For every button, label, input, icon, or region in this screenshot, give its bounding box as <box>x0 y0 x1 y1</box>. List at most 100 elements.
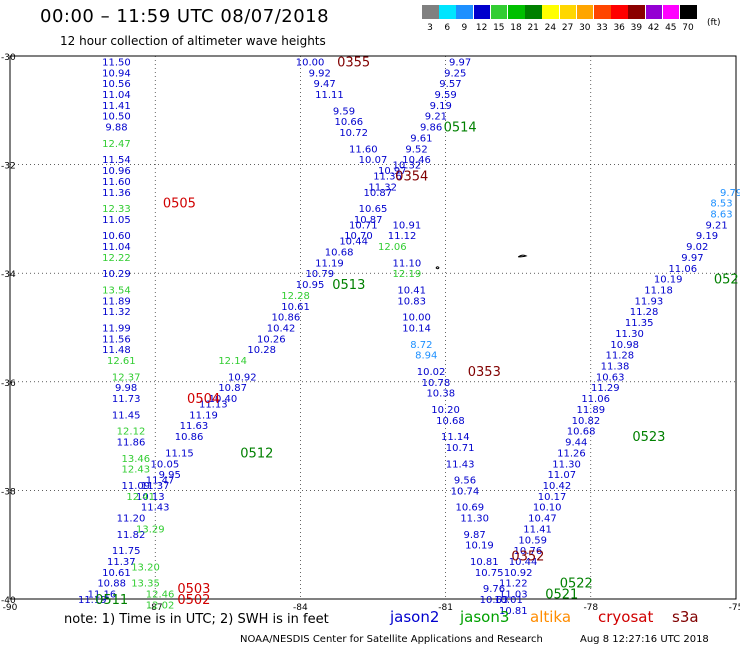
data-point-label: 9.86 <box>420 123 442 134</box>
legend-swatch <box>680 5 697 19</box>
pass-time-label: 0505 <box>163 197 196 212</box>
data-point-label: 12.41 <box>126 492 155 503</box>
data-point-label: 12.61 <box>107 356 136 367</box>
data-point-label: 12.46 <box>146 590 175 601</box>
data-point-label: 10.81 <box>499 606 528 617</box>
data-point-label: 9.52 <box>405 144 427 155</box>
legend-swatch <box>628 5 645 19</box>
x-tick-label: -84 <box>293 603 308 613</box>
x-tick-label: -75 <box>729 603 740 613</box>
data-point-label: 11.32 <box>368 182 397 193</box>
data-point-label: 9.87 <box>464 530 486 541</box>
data-point-label: 9.19 <box>696 231 718 242</box>
data-point-label: 11.19 <box>315 258 344 269</box>
data-point-label: 10.50 <box>102 112 131 123</box>
legend-swatch <box>559 5 577 19</box>
data-point-label: 11.10 <box>393 258 422 269</box>
data-point-label: 9.92 <box>309 68 331 79</box>
y-tick-label: -36 <box>1 379 16 389</box>
data-point-label: 11.36 <box>373 171 402 182</box>
legend-swatch <box>508 5 525 19</box>
data-point-label: 11.36 <box>102 188 131 199</box>
pass-time-label: 052 <box>714 273 739 288</box>
data-point-label: 10.95 <box>296 280 325 291</box>
data-point-label: 11.30 <box>615 329 644 340</box>
pass-time-label: 0353 <box>468 365 501 380</box>
data-point-label: 11.89 <box>102 296 131 307</box>
data-point-label: 10.70 <box>344 231 373 242</box>
data-point-label: 10.68 <box>567 427 596 438</box>
data-point-label: 10.07 <box>359 155 388 166</box>
legend-label: 18 <box>510 23 522 33</box>
data-point-label: 11.50 <box>102 57 131 68</box>
data-point-label: 9.79 <box>720 188 740 199</box>
data-point-label: 11.75 <box>112 546 141 557</box>
data-point-label: 10.01 <box>494 595 523 606</box>
data-point-label: 13.35 <box>131 579 160 590</box>
data-point-label: 10.83 <box>397 296 426 307</box>
island-shape <box>435 266 440 270</box>
pass-time-label: 0512 <box>240 446 273 461</box>
data-point-label: 10.71 <box>349 220 378 231</box>
legend-label: 6 <box>444 23 451 33</box>
data-point-label: 10.56 <box>102 79 131 90</box>
footer-note: note: 1) Time is in UTC; 2) SWH is in fe… <box>64 612 329 627</box>
legend-label: 42 <box>647 23 660 33</box>
data-point-label: 11.43 <box>141 503 170 514</box>
legend-swatch <box>662 5 680 19</box>
pass-time-label: 0504 <box>187 392 220 407</box>
legend-label: 24 <box>544 23 557 33</box>
page-subtitle: 12 hour collection of altimeter wave hei… <box>60 34 326 48</box>
legend-unit: (ft) <box>707 18 721 28</box>
data-point-label: 10.17 <box>538 492 567 503</box>
data-point-label: 11.03 <box>499 590 528 601</box>
data-point-label: 9.19 <box>430 101 452 112</box>
data-point-label: 12.12 <box>117 427 146 438</box>
y-tick-label: -40 <box>1 596 16 606</box>
data-point-label: 10.38 <box>426 389 455 400</box>
data-point-label: 10.81 <box>470 557 499 568</box>
data-point-label: 11.82 <box>117 530 146 541</box>
data-point-label: 10.44 <box>339 237 368 248</box>
data-point-label: 11.13 <box>199 400 228 411</box>
data-point-label: 10.14 <box>402 324 431 335</box>
data-point-label: 11.73 <box>112 394 141 405</box>
data-point-label: 10.68 <box>436 416 465 427</box>
data-point-label: 9.21 <box>706 220 728 231</box>
data-point-label: 10.61 <box>281 302 310 313</box>
data-point-label: 12.47 <box>102 139 131 150</box>
data-point-label: 13.20 <box>131 562 160 573</box>
data-point-label: 11.15 <box>165 448 194 459</box>
data-point-label: 10.79 <box>305 269 334 280</box>
pass-time-label: 0354 <box>395 169 428 184</box>
data-point-label: 10.86 <box>175 432 204 443</box>
data-point-label: 11.09 <box>122 481 151 492</box>
legend-label: 9 <box>461 23 468 33</box>
data-point-label: 11.16 <box>88 590 117 601</box>
data-point-label: 10.72 <box>339 128 368 139</box>
data-point-label: 10.87 <box>364 188 393 199</box>
data-point-label: 12.43 <box>122 465 151 476</box>
pass-time-label: 0514 <box>444 121 477 136</box>
data-point-label: 10.42 <box>543 481 572 492</box>
data-point-label: 10.74 <box>451 486 480 497</box>
data-point-label: 11.32 <box>102 307 131 318</box>
legend-label: 36 <box>613 23 625 33</box>
data-point-label: 10.66 <box>334 117 363 128</box>
data-point-label: 11.99 <box>102 324 131 335</box>
data-point-label: 10.28 <box>247 345 276 356</box>
data-point-label: 12.22 <box>102 253 131 264</box>
data-point-label: 10.46 <box>402 155 431 166</box>
legend-swatch <box>490 5 508 19</box>
x-tick-label: -81 <box>438 603 453 613</box>
data-point-label: 9.98 <box>115 383 137 394</box>
data-point-label: 11.60 <box>102 177 131 188</box>
data-point-label: 11.11 <box>315 90 344 101</box>
data-point-label: 11.37 <box>107 557 136 568</box>
data-point-label: 10.63 <box>480 595 509 606</box>
data-point-label: 10.19 <box>465 541 494 552</box>
data-point-label: 12.02 <box>146 600 175 611</box>
data-point-label: 10.00 <box>296 57 325 68</box>
data-point-label: 9.56 <box>454 476 476 487</box>
data-point-label: 11.14 <box>441 432 470 443</box>
